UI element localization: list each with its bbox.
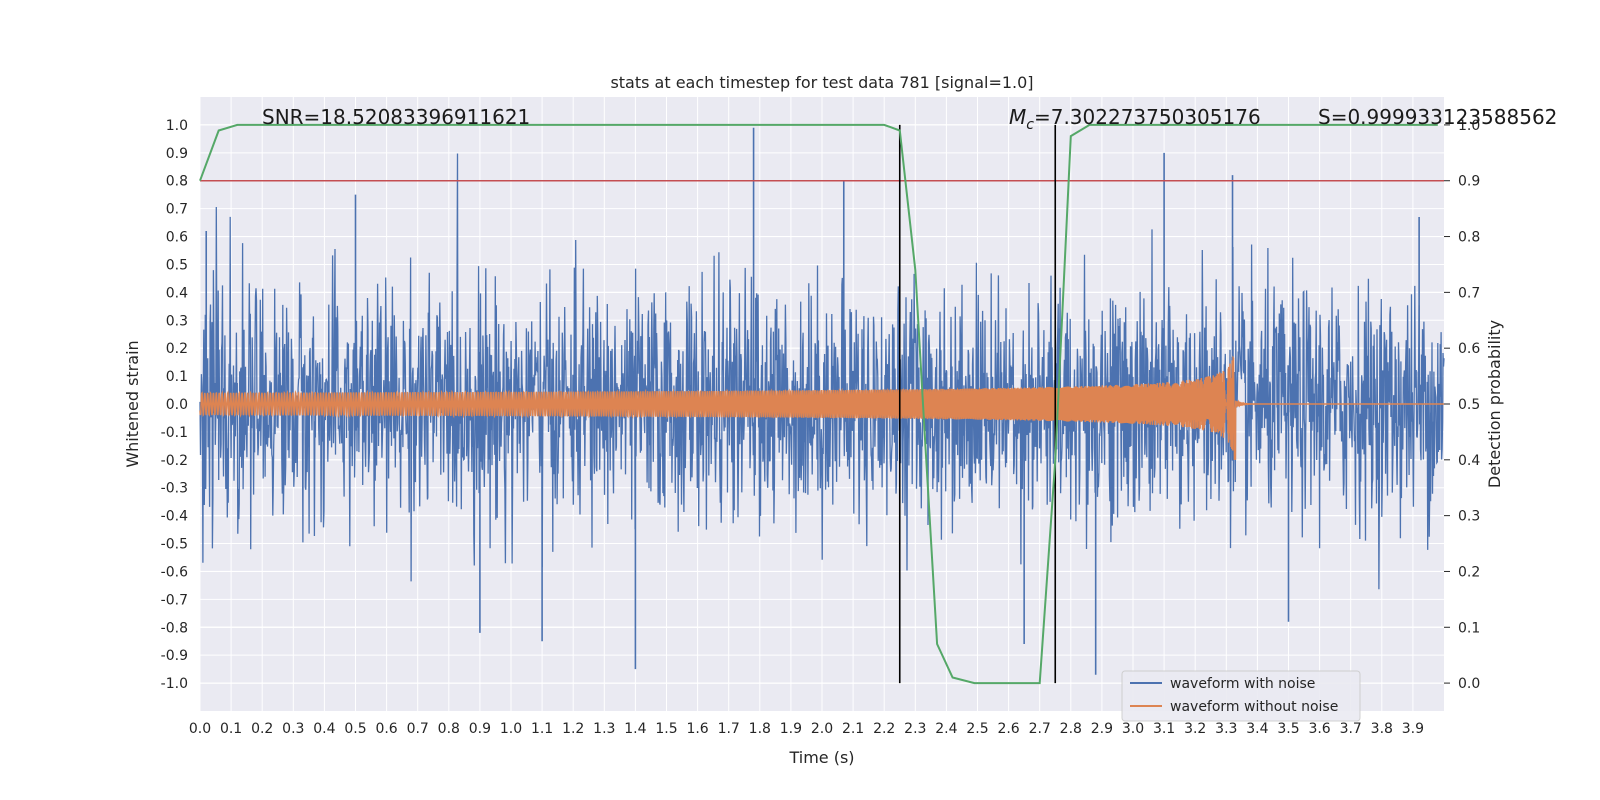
x-tick-label: 1.7 (718, 721, 740, 737)
x-tick-label: 1.8 (749, 721, 771, 737)
x-tick-label: 1.5 (655, 721, 677, 737)
x-tick-label: 0.6 (375, 721, 397, 737)
y-right-tick-label: 0.2 (1458, 564, 1480, 580)
y-tick-label: -0.9 (161, 648, 188, 664)
x-tick-label: 2.9 (1091, 721, 1113, 737)
x-tick-label: 0.2 (251, 721, 273, 737)
x-tick-label: 0.0 (189, 721, 211, 737)
x-tick-label: 3.2 (1184, 721, 1206, 737)
x-tick-label: 0.8 (438, 721, 460, 737)
y-tick-label: 0.2 (166, 341, 188, 357)
x-tick-label: 3.9 (1402, 721, 1424, 737)
y-tick-label: 0.4 (166, 285, 188, 301)
y-tick-label: 0.5 (166, 257, 188, 273)
y-right-tick-label: 0.9 (1458, 174, 1480, 190)
x-tick-label: 2.6 (997, 721, 1019, 737)
legend-label-clean: waveform without noise (1170, 699, 1338, 715)
series-detection-probability (199, 123, 1438, 685)
y-tick-label: 0.0 (166, 397, 188, 413)
legend: waveform with noise waveform without noi… (1121, 670, 1361, 722)
chirp-mass-annotation: Mc=7.302273750305176 (1009, 105, 1261, 133)
x-tick-label: 0.3 (282, 721, 304, 737)
y-tick-label: 0.1 (166, 369, 188, 385)
x-tick-label: 0.1 (220, 721, 242, 737)
x-tick-label: 3.6 (1308, 721, 1330, 737)
x-tick-label: 3.3 (1215, 721, 1237, 737)
y-right-tick-label: 0.1 (1458, 620, 1480, 636)
y-tick-label: -0.7 (161, 592, 188, 608)
x-axis-ticks: 0.0 0.1 0.2 0.3 0.4 0.5 0.6 0.7 0.8 0.9 1.0 1.1 1.2 1… (189, 721, 1424, 737)
y-tick-label: 0.8 (166, 174, 188, 190)
x-tick-label: 2.5 (966, 721, 988, 737)
y-axis-left-ticks: 1.0 0.9 0.8 0.7 0.6 0.5 0.4 0.3 0.2 0.1 0.0 -0.1 -0.… (161, 118, 188, 692)
clean-trace (199, 355, 1444, 460)
x-tick-label: 2.1 (842, 721, 864, 737)
x-tick-label: 3.5 (1277, 721, 1299, 737)
y-right-tick-label: 0.6 (1458, 341, 1480, 357)
y-tick-label: -0.1 (161, 425, 188, 441)
y-tick-label: 0.6 (166, 230, 188, 246)
y-tick-label: -0.6 (161, 564, 188, 580)
x-tick-label: 0.4 (313, 721, 335, 737)
y-tick-label: 1.0 (166, 118, 188, 134)
y-right-tick-label: 1.0 (1458, 118, 1480, 134)
y-tick-label: -0.2 (161, 453, 188, 469)
x-tick-label: 2.3 (904, 721, 926, 737)
x-tick-label: 0.9 (469, 721, 491, 737)
x-tick-label: 3.1 (1153, 721, 1175, 737)
y-right-tick-label: 0.8 (1458, 230, 1480, 246)
series-waveform-without-noise (199, 355, 1444, 460)
y-right-tick-label: 0.3 (1458, 509, 1480, 525)
x-tick-label: 2.8 (1060, 721, 1082, 737)
x-tick-label: 1.0 (500, 721, 522, 737)
y-tick-label: -0.8 (161, 620, 188, 636)
x-tick-label: 3.0 (1122, 721, 1144, 737)
x-tick-label: 1.6 (686, 721, 708, 737)
overlays (200, 124, 1444, 684)
x-tick-label: 1.9 (780, 721, 802, 737)
y-axis-right-label: Detection probability (1485, 320, 1504, 488)
s-annotation: S=0.999933123588562 (1318, 105, 1557, 129)
x-tick-label: 3.8 (1371, 721, 1393, 737)
y-axis-right-ticks: 1.0 0.9 0.8 0.7 0.6 0.5 0.4 0.3 0.2 0.1 0.0 (1444, 118, 1480, 692)
y-tick-label: 0.7 (166, 202, 188, 218)
y-tick-label: 0.3 (166, 313, 188, 329)
x-tick-label: 2.4 (935, 721, 957, 737)
x-tick-label: 3.7 (1340, 721, 1362, 737)
x-axis-label: Time (s) (788, 748, 854, 767)
series-waveform-with-noise (199, 127, 1445, 675)
y-tick-label: -0.5 (161, 537, 188, 553)
x-tick-label: 0.5 (344, 721, 366, 737)
probability-line (199, 123, 1438, 685)
x-tick-label: 0.7 (407, 721, 429, 737)
x-tick-label: 2.0 (811, 721, 833, 737)
y-right-tick-label: 0.0 (1458, 676, 1480, 692)
x-tick-label: 1.1 (531, 721, 553, 737)
x-tick-label: 1.2 (562, 721, 584, 737)
legend-box (1121, 670, 1361, 722)
x-tick-label: 2.2 (873, 721, 895, 737)
y-tick-label: 0.9 (166, 146, 188, 162)
chart-title: stats at each timestep for test data 781… (610, 73, 1033, 92)
y-right-tick-label: 0.5 (1458, 397, 1480, 413)
y-right-tick-label: 0.4 (1458, 453, 1480, 469)
x-tick-label: 3.4 (1246, 721, 1268, 737)
y-axis-label: Whitened strain (123, 340, 142, 467)
y-tick-label: -1.0 (161, 676, 188, 692)
snr-annotation: SNR=18.52083396911621 (262, 105, 530, 129)
x-tick-label: 2.7 (1029, 721, 1051, 737)
y-tick-label: -0.4 (161, 509, 188, 525)
y-tick-label: -0.3 (161, 481, 188, 497)
legend-label-noise: waveform with noise (1170, 676, 1315, 692)
x-tick-label: 1.3 (593, 721, 615, 737)
y-right-tick-label: 0.7 (1458, 285, 1480, 301)
x-tick-label: 1.4 (624, 721, 646, 737)
